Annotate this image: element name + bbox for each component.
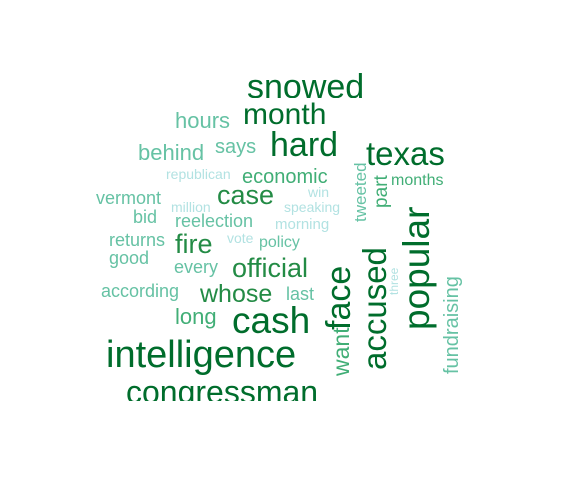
word-last: last	[286, 284, 314, 304]
word-policy: policy	[259, 234, 300, 251]
word-hours: hours	[175, 108, 230, 133]
word-win: win	[307, 184, 329, 200]
word-part: part	[371, 175, 392, 208]
word-returns: returns	[109, 230, 165, 250]
word-republican: republican	[166, 166, 231, 182]
word-tweeted: tweeted	[351, 162, 370, 222]
word-morning: morning	[275, 216, 329, 233]
word-behind: behind	[138, 140, 204, 165]
word-congressman: congressman	[126, 374, 318, 410]
word-popular: popular	[396, 207, 437, 330]
word-bid: bid	[133, 207, 157, 227]
word-snowed: snowed	[247, 68, 364, 106]
word-hard: hard	[270, 126, 338, 164]
word-million: million	[171, 199, 211, 215]
word-texas: texas	[366, 135, 445, 172]
word-fundraising: fundraising	[441, 276, 463, 374]
word-whose: whose	[199, 280, 272, 308]
word-according: according	[101, 281, 179, 301]
word-says: says	[215, 136, 256, 158]
word-speaking: speaking	[284, 199, 340, 215]
word-vote: vote	[227, 230, 254, 246]
word-three: three	[387, 267, 401, 295]
word-official: official	[232, 253, 308, 283]
word-economic: economic	[242, 166, 328, 188]
word-face: face	[320, 266, 358, 330]
word-accused: accused	[356, 247, 393, 370]
word-want: want	[328, 327, 354, 377]
word-every: every	[174, 257, 218, 277]
word-reelection: reelection	[175, 211, 253, 231]
word-vermont: vermont	[96, 188, 161, 208]
word-case: case	[217, 180, 274, 210]
word-month: month	[243, 98, 326, 131]
word-cash: cash	[232, 300, 310, 341]
word-good: good	[109, 248, 149, 268]
word-months: months	[391, 172, 443, 189]
word-long: long	[175, 304, 217, 329]
word-intelligence: intelligence	[106, 334, 296, 376]
word-fire: fire	[175, 229, 213, 259]
